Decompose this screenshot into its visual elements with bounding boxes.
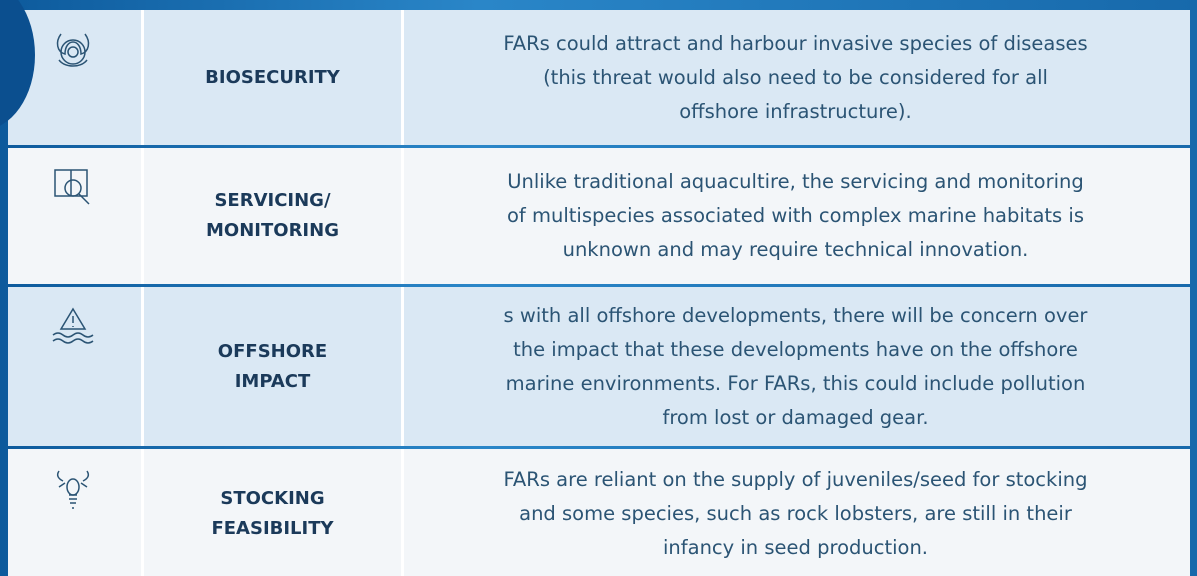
label-line: FEASIBILITY [211, 514, 333, 544]
label-line: BIOSECURITY [205, 63, 340, 93]
description-cell: Unlike traditional aquacultire, the serv… [401, 148, 1190, 284]
description-line: FARs are reliant on the supply of juveni… [504, 463, 1088, 497]
offshore-icon [49, 305, 97, 349]
description-cell: FARs could attract and harbour invasive … [401, 10, 1190, 145]
description-line: of multispecies associated with complex … [507, 199, 1084, 233]
label-line: SERVICING/ [214, 186, 330, 216]
description-cell: s with all offshore developments, there … [401, 287, 1190, 446]
description-line: and some species, such as rock lobsters,… [519, 497, 1072, 531]
icon-cell [8, 148, 138, 284]
description-line: infancy in seed production. [663, 531, 928, 565]
label-line: STOCKING [220, 484, 324, 514]
icon-cell [8, 449, 138, 576]
label-line: MONITORING [206, 216, 339, 246]
label-cell: BIOSECURITY [141, 10, 404, 145]
page: BIOSECURITY FARs could attract and harbo… [0, 0, 1197, 576]
label-cell: SERVICING/MONITORING [141, 148, 404, 284]
description-line: Unlike traditional aquacultire, the serv… [507, 165, 1084, 199]
row: BIOSECURITY FARs could attract and harbo… [8, 10, 1190, 145]
label-line: OFFSHORE [218, 337, 327, 367]
description-line: the impact that these developments have … [513, 333, 1078, 367]
description-line: offshore infrastructure). [679, 95, 912, 129]
description-line: unknown and may require technical innova… [563, 233, 1029, 267]
biohazard-icon [51, 28, 95, 72]
description-line: marine environments. For FARs, this coul… [506, 367, 1086, 401]
icon-cell [8, 287, 138, 446]
description-line: FARs could attract and harbour invasive … [503, 27, 1087, 61]
description-line: from lost or damaged gear. [662, 401, 928, 435]
monitoring-icon [51, 166, 95, 210]
lobster-icon [51, 467, 95, 511]
row: SERVICING/MONITORING Unlike traditional … [8, 148, 1190, 284]
description-cell: FARs are reliant on the supply of juveni… [401, 449, 1190, 576]
description-line: (this threat would also need to be consi… [543, 61, 1048, 95]
label-line: IMPACT [235, 367, 311, 397]
description-line: s with all offshore developments, there … [504, 299, 1088, 333]
